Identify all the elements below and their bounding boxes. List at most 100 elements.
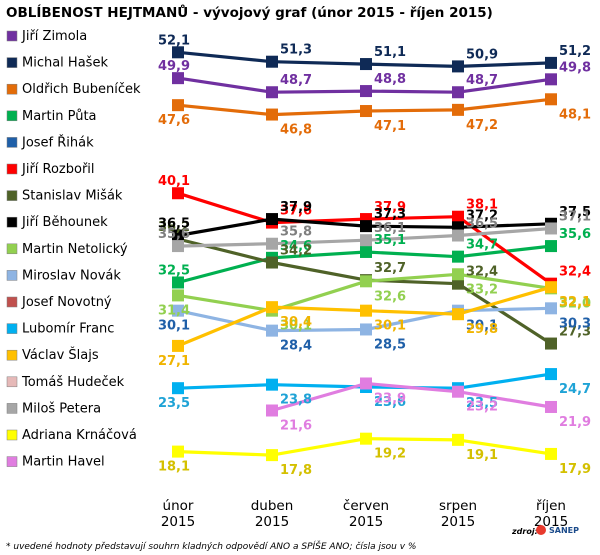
data-label: 49,9 [158,59,190,74]
footnote: * uvedené hodnoty představují souhrn kla… [6,540,416,552]
series-lines [172,46,557,462]
data-label: 35,6 [158,227,190,242]
data-point [266,213,278,226]
series-vaclav-slajs [172,281,557,352]
data-point [360,85,372,98]
data-label: 27,3 [559,325,591,340]
source-label: zdroj: [511,527,538,536]
source-logo: SANEP [536,525,579,535]
data-point [545,73,557,86]
legend-label: Michal Hašek [22,56,108,71]
data-label: 32,0 [559,296,591,311]
data-label: 32,5 [158,263,190,278]
data-point [360,275,372,288]
legend-item-jiri-zimola: Jiří Zimola [6,29,87,44]
x-axis: únor2015duben2015červen2015srpen2015říje… [161,498,568,530]
legend-swatch [6,323,18,334]
data-label: 24,7 [559,382,591,397]
data-point [452,210,464,223]
data-point [452,250,464,263]
data-label: 37,1 [559,209,591,224]
legend-label: Tomáš Hudeček [21,375,125,390]
data-label: 31,4 [158,303,190,318]
data-label: 17,8 [280,463,312,478]
data-label: 51,2 [559,44,591,59]
data-point [545,281,557,294]
data-label: 40,1 [158,174,190,189]
x-tick-label: 2015 [255,514,289,530]
data-point [545,93,557,106]
x-tick-label: říjen [536,498,566,514]
legend-swatch [6,456,18,467]
legend-swatch [6,376,18,388]
data-label: 36,2 [158,220,190,235]
data-point [545,240,557,253]
data-point [452,86,464,99]
data-label: 23,5 [466,396,498,411]
legend-item-josef-novotny: Josef Novotný [6,295,112,310]
data-point [172,240,184,253]
data-point [172,99,184,112]
legend-swatch [6,403,18,414]
data-point [545,56,557,69]
legend-item-adriana-krnacova: Adriana Krnáčová [6,428,137,443]
data-point [452,229,464,242]
data-point [172,72,184,85]
data-label: 51,1 [374,45,406,60]
legend-item-jiri-rozboril: Jiří Rozbořil [6,162,95,177]
legend-swatch [6,190,18,201]
data-point [452,277,464,290]
legend-item-josef-rihak: Josef Řihák [6,134,94,150]
data-label: 32,4 [466,265,498,280]
data-label: 47,6 [158,113,190,128]
data-label: 48,7 [466,73,498,88]
data-point [452,308,464,321]
x-tick-label: únor [163,498,194,514]
data-label: 47,2 [466,118,498,133]
data-label: 19,2 [374,447,406,462]
series-line [271,381,552,413]
data-point [266,237,278,250]
data-label: 29,8 [466,322,498,337]
data-label: 18,1 [158,460,190,475]
legend-item-martin-havel: Martin Havel [6,455,105,470]
legend-item-martin-netolicky: Martin Netolický [6,242,128,257]
data-label: 50,9 [466,47,498,62]
data-point [545,368,557,381]
data-point [452,385,464,398]
legend-item-michal-hasek: Michal Hašek [6,56,108,71]
data-label: 38,1 [466,198,498,213]
data-label: 35,1 [374,233,406,248]
data-point [266,86,278,99]
data-point [545,400,557,413]
data-point [266,378,278,391]
data-label: 30,1 [280,319,312,334]
x-tick-label: 2015 [349,514,383,530]
data-label: 49,8 [559,60,591,75]
legend-item-tomas-hudecek: Tomáš Hudeček [6,375,125,390]
data-label: 51,3 [280,43,312,58]
data-point [266,324,278,337]
legend-item-oldrich-bubenicek: Oldřich Bubeníček [6,82,141,97]
legend-label: Miroslav Novák [22,268,121,283]
legend-label: Adriana Krnáčová [22,428,137,443]
data-point [266,404,278,417]
data-point [266,301,278,314]
legend-label: Václav Šlajs [22,347,99,363]
legend-label: Martin Netolický [22,242,128,257]
data-label: 37,3 [374,207,406,222]
data-label: 47,1 [374,119,406,134]
legend-item-vaclav-slajs: Václav Šlajs [6,347,99,363]
legend-label: Jiří Zimola [21,29,87,44]
data-point [452,103,464,116]
data-label: 30,1 [374,319,406,334]
data-labels: 49,9 48,7 48,8 48,7 49,8 52,1 51,3 51,1 50,9 51,2… [158,33,591,478]
series-martin-havel [266,377,557,417]
data-label: 48,8 [374,72,406,87]
data-point [172,46,184,59]
legend-swatch [6,296,18,308]
data-point [172,229,184,242]
data-point [172,304,184,317]
data-label: 46,8 [280,123,312,138]
